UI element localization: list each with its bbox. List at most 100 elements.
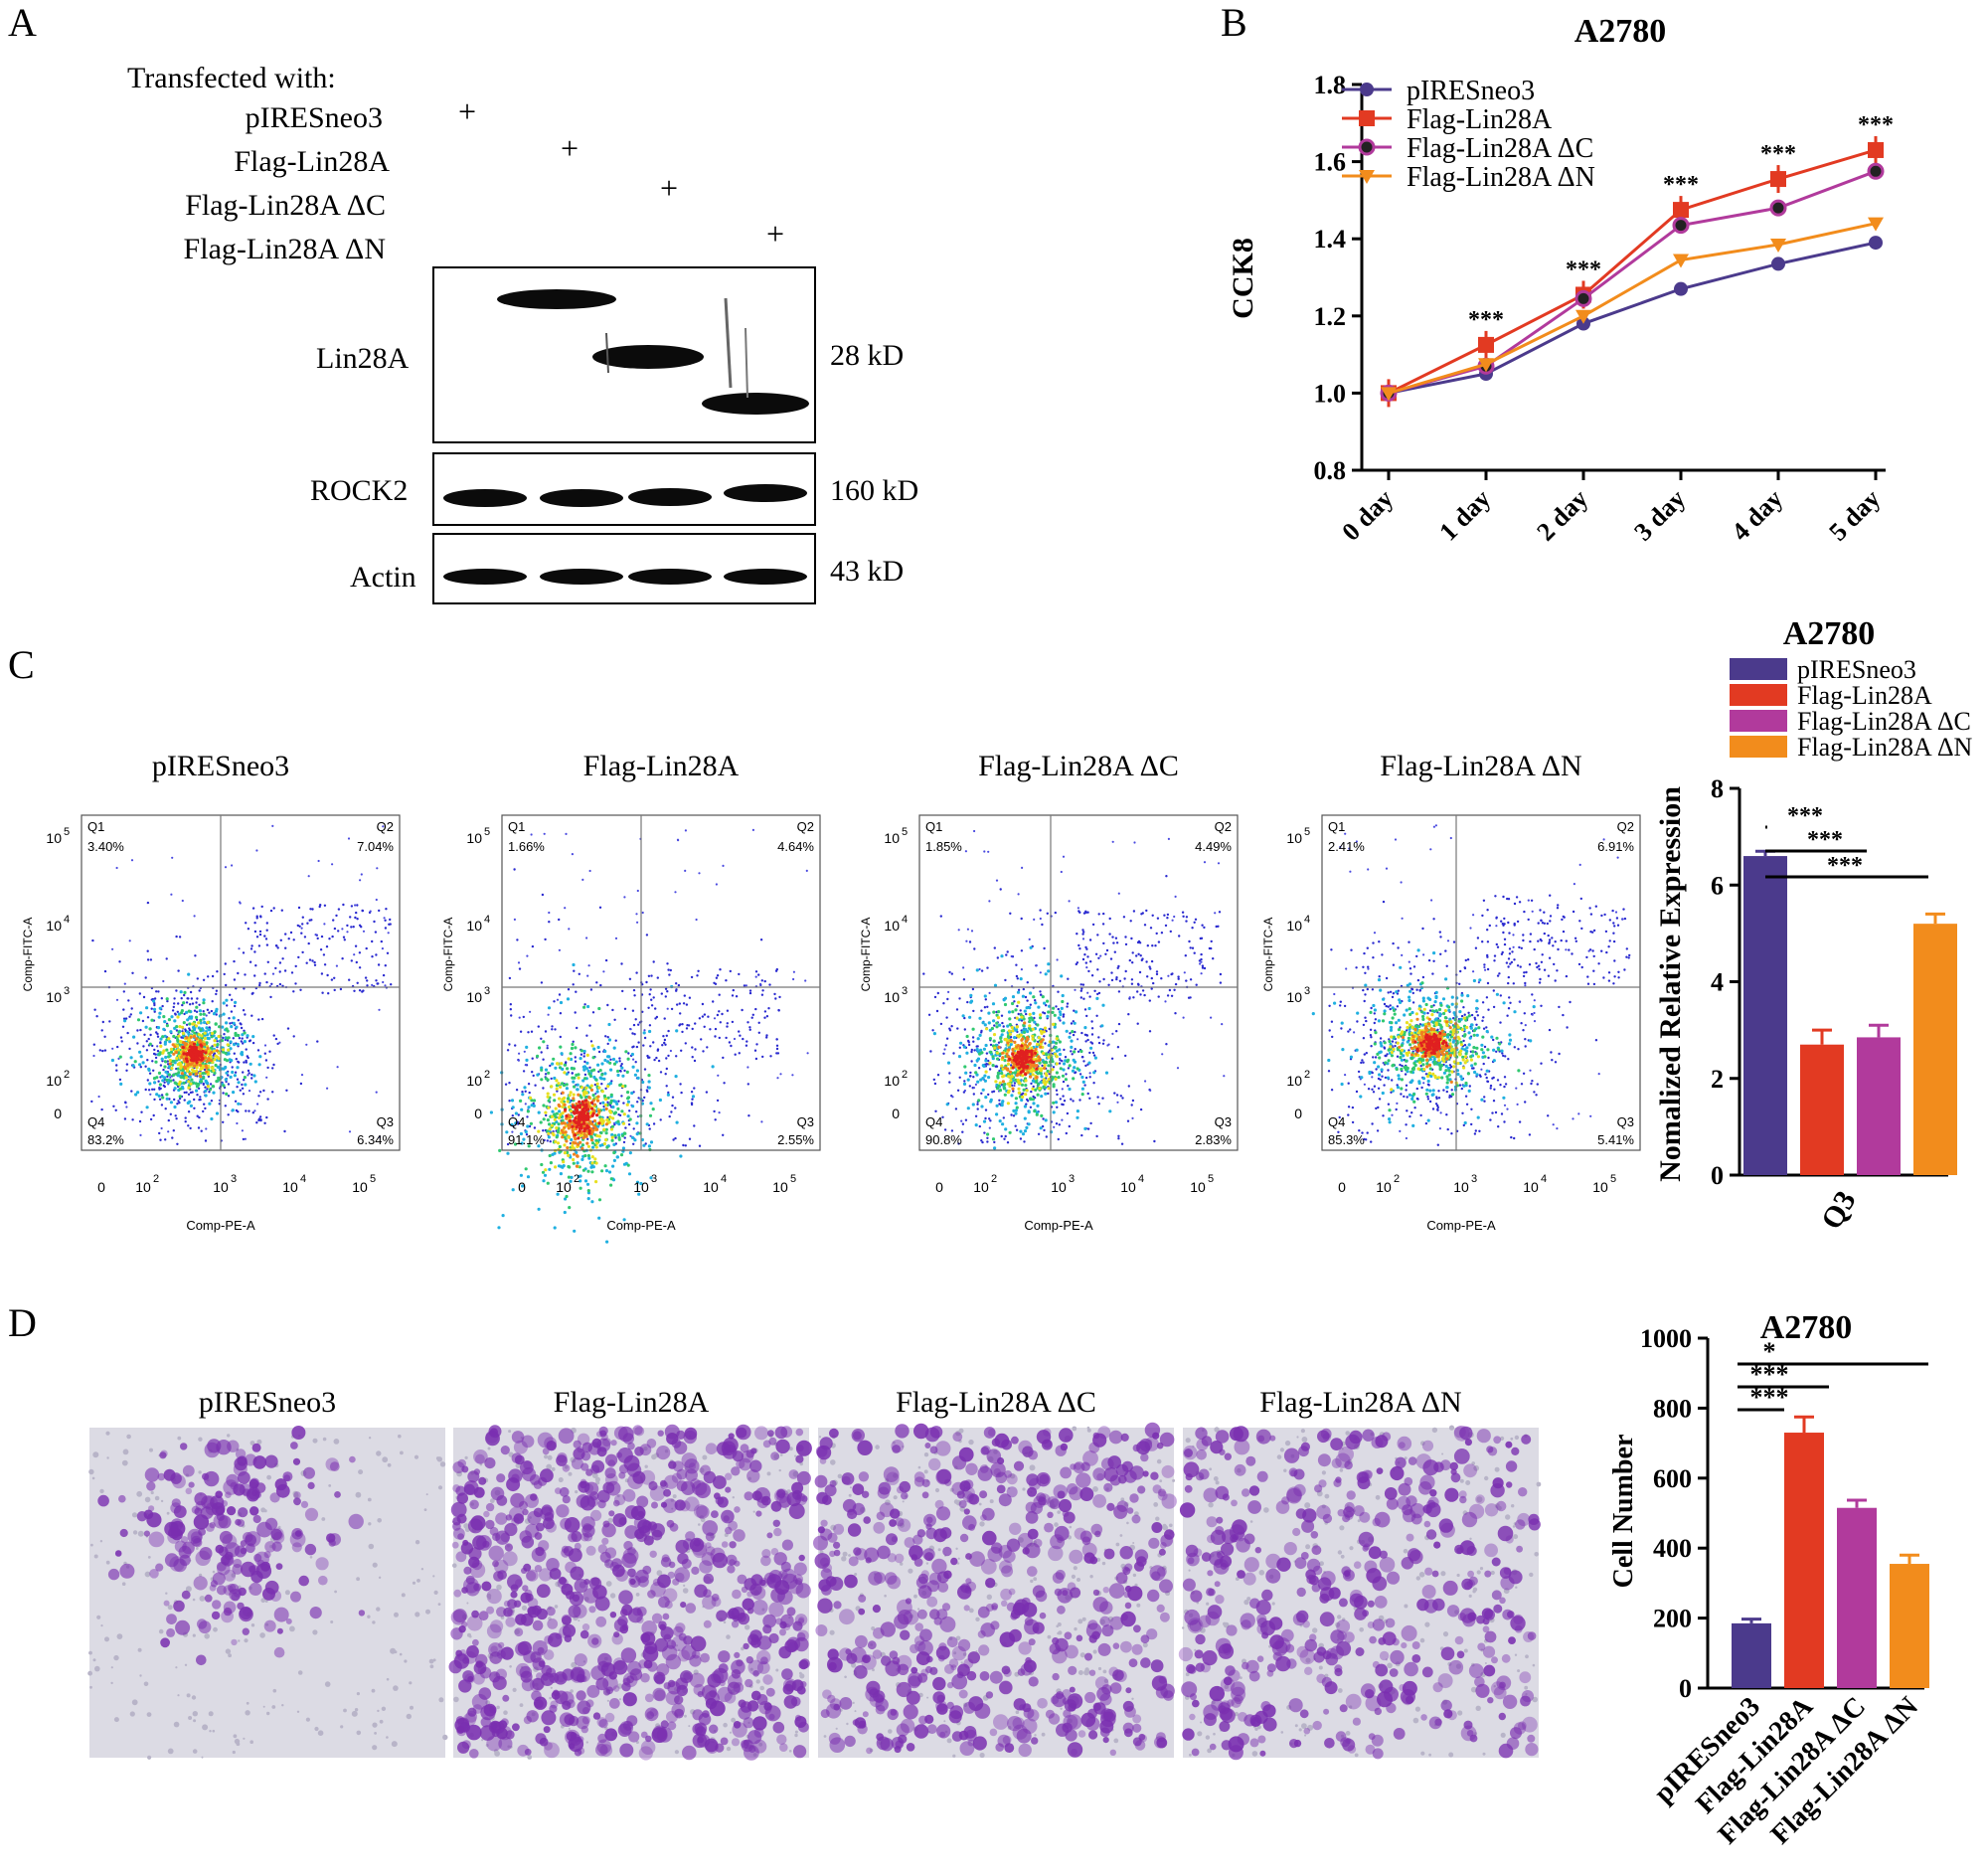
flow-event [1033, 918, 1036, 921]
flow-event [225, 1021, 229, 1025]
flow-event [587, 1096, 591, 1100]
flow-event [973, 829, 976, 833]
flow-event [698, 1144, 702, 1147]
flow-event [628, 1117, 632, 1121]
flow-event [1508, 996, 1511, 999]
flow-event [1005, 1052, 1009, 1056]
flow-event [643, 1068, 647, 1071]
flow-event [1041, 995, 1045, 999]
flow-event [266, 960, 269, 963]
flow-event [1029, 1075, 1033, 1079]
flow-event [621, 1146, 626, 1150]
flow-event [212, 1085, 216, 1089]
flow-event [633, 1138, 637, 1142]
flow-event [748, 989, 752, 992]
flow-event [375, 898, 378, 902]
flow-event [175, 989, 178, 992]
flow-event [1150, 959, 1154, 963]
flow-event [542, 1179, 546, 1183]
flow-x-tick-base: 10 [135, 1179, 151, 1195]
flow-event [983, 850, 986, 853]
flow-event [263, 935, 266, 937]
flow-event [769, 1055, 772, 1058]
flow-event [189, 1082, 193, 1086]
flow-event [590, 1107, 594, 1110]
flow-event [250, 944, 253, 947]
flow-event [585, 1123, 589, 1128]
flow-y-tick-zero: 0 [54, 1106, 62, 1121]
flow-event [988, 1117, 991, 1120]
flow-event [936, 991, 939, 995]
flow-event [1507, 1007, 1511, 1010]
flow-event [606, 1101, 609, 1104]
flow-event [626, 1114, 630, 1118]
flow-event [685, 1003, 689, 1006]
flow-event [212, 1049, 216, 1053]
flow-event [997, 1010, 1001, 1014]
band-actin-lane3 [628, 569, 712, 585]
flow-event [215, 992, 218, 996]
flow-event [608, 1061, 612, 1065]
flow-event [1193, 951, 1196, 954]
flow-event [599, 983, 602, 987]
flow-event [559, 1085, 563, 1089]
flow-event [1088, 938, 1092, 941]
flow-event [576, 1154, 580, 1158]
flow-event [1096, 934, 1099, 937]
flow-event [1137, 952, 1140, 955]
flow-event [509, 1008, 512, 1011]
flow-event [556, 1130, 561, 1134]
flow-event [258, 983, 261, 987]
flow-event [269, 909, 273, 913]
flow-event [616, 1073, 620, 1078]
flow-event [1043, 1012, 1047, 1015]
flow-event [199, 1018, 203, 1022]
flow-event [579, 1134, 582, 1138]
flow-event [223, 1033, 226, 1036]
flow-event [626, 1057, 630, 1061]
flow-event [1481, 1019, 1484, 1022]
flow-event [1064, 1056, 1068, 1059]
flow-event [1041, 1064, 1044, 1068]
flow-y-tick-exp: 4 [64, 914, 70, 926]
flow-event [597, 1121, 601, 1125]
flow-event [202, 1109, 205, 1113]
flow-event [510, 1099, 515, 1103]
flow-event [114, 1108, 117, 1111]
flow-event [534, 1084, 537, 1087]
flow-event [1031, 1079, 1035, 1083]
quadrant-q2-value: 4.49% [1195, 839, 1232, 854]
flow-event [284, 946, 287, 949]
flow-event [557, 1141, 561, 1145]
flow-event [993, 1024, 996, 1027]
flow-event [1012, 1108, 1016, 1112]
flow-event [236, 1066, 240, 1070]
flow-event [664, 995, 667, 998]
flow-event [1047, 962, 1051, 966]
flow-event [1088, 1076, 1091, 1079]
flow-event [1057, 1016, 1061, 1020]
flow-event [546, 1095, 550, 1099]
flow-event [554, 1107, 558, 1110]
flow-event [1058, 1040, 1062, 1044]
flow-event [596, 1095, 600, 1099]
flow-event [165, 1097, 169, 1101]
flow-event [1020, 1064, 1024, 1068]
flow-event [1331, 1035, 1334, 1039]
flow-event [680, 1049, 683, 1052]
flow-event [1011, 1084, 1014, 1087]
flow-event [203, 1020, 207, 1025]
flow-event [594, 1093, 597, 1096]
flow-event [1110, 1057, 1114, 1060]
flow-event [609, 1127, 614, 1131]
flow-event [587, 1156, 591, 1160]
flow-event [567, 1057, 571, 1061]
flow-event [677, 839, 680, 842]
flow-event [1020, 968, 1023, 971]
flow-event [716, 974, 720, 977]
flow-event [765, 1034, 768, 1037]
flow-event [1362, 988, 1365, 992]
flow-event [934, 1109, 937, 1112]
flow-event [650, 974, 653, 977]
flow-event [623, 1069, 626, 1073]
